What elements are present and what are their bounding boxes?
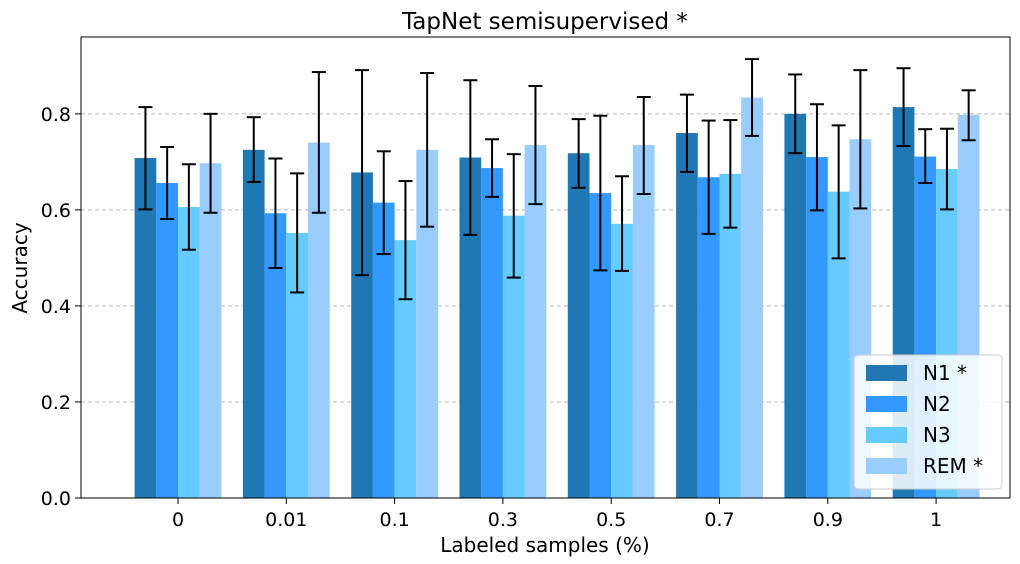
- legend-swatch: [866, 458, 907, 474]
- bar: [416, 149, 438, 499]
- legend-swatch: [866, 396, 907, 412]
- bar: [134, 158, 157, 498]
- bar: [372, 202, 395, 498]
- bar: [784, 113, 807, 498]
- x-tick-label: 0.1: [379, 509, 409, 531]
- y-axis-label: Accuracy: [8, 222, 32, 313]
- bar: [264, 213, 287, 499]
- bar: [394, 240, 417, 499]
- bar: [459, 157, 482, 498]
- x-axis-label: Labeled samples (%): [440, 533, 649, 557]
- y-tick-label: 0.6: [41, 200, 71, 222]
- legend: N1 * N2 N3 REM *: [853, 354, 1003, 490]
- y-tick-label: 0.0: [41, 488, 71, 510]
- plot-frame: [80, 36, 1011, 499]
- y-tick-label: 0.8: [41, 104, 71, 126]
- bar: [697, 177, 720, 499]
- legend-box: [853, 354, 1003, 490]
- bar: [351, 172, 373, 498]
- x-tick-label: 0.9: [813, 509, 843, 531]
- x-tick-label: 1: [930, 509, 942, 531]
- x-tick-label: 0.5: [596, 509, 626, 531]
- bar: [676, 133, 698, 498]
- y-tick-label: 0.4: [41, 296, 71, 318]
- error-bars-group: [138, 58, 976, 301]
- bar: [481, 168, 503, 499]
- bar: [524, 145, 547, 498]
- legend-label: N3: [923, 423, 951, 447]
- chart-title: TapNet semisupervised *: [401, 9, 688, 35]
- bar: [611, 223, 633, 499]
- x-tick-label: 0.7: [704, 509, 734, 531]
- legend-swatch: [866, 365, 907, 381]
- bar: [242, 149, 265, 499]
- legend-label: REM *: [923, 454, 983, 478]
- bar: [199, 163, 222, 498]
- legend-swatch: [866, 427, 907, 443]
- x-tick-label: 0.3: [488, 509, 518, 531]
- bar: [741, 97, 763, 498]
- bar: [567, 153, 590, 498]
- bar: [286, 232, 308, 499]
- x-axis-ticks: 0 0.01 0.1 0.3 0.5 0.7 0.9 1: [172, 498, 942, 531]
- bar: [156, 182, 178, 498]
- x-tick-label: 0: [172, 509, 184, 531]
- bars-group: [134, 97, 980, 499]
- bar: [178, 206, 200, 498]
- bar: [806, 157, 828, 499]
- bar: [719, 173, 742, 498]
- bar: [308, 142, 330, 499]
- y-axis-ticks: 0.0 0.2 0.4 0.6 0.8: [41, 104, 81, 510]
- bar: [502, 215, 525, 498]
- legend-label: N2: [923, 392, 951, 416]
- legend-label: N1 *: [923, 361, 967, 385]
- bar: [589, 193, 612, 499]
- x-tick-label: 0.01: [265, 509, 307, 531]
- bar: [827, 191, 850, 499]
- bar: [632, 145, 655, 498]
- y-tick-label: 0.2: [41, 392, 71, 414]
